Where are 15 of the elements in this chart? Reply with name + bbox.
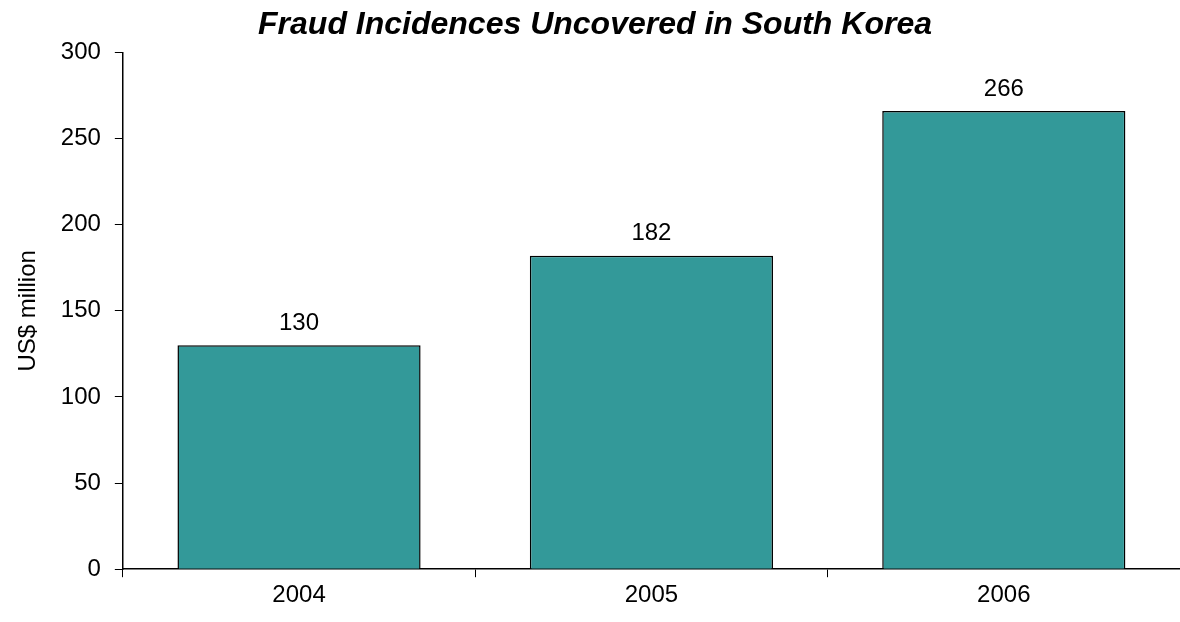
x-tick-label: 2004 — [272, 580, 326, 608]
y-tick-label: 0 — [87, 553, 101, 581]
x-tick-label: 2006 — [977, 580, 1031, 608]
y-axis-title: US$ million — [13, 250, 41, 372]
y-tick-label: 100 — [60, 381, 101, 409]
data-label: 182 — [631, 218, 672, 246]
data-label: 266 — [983, 73, 1024, 101]
y-tick-label: 150 — [60, 295, 101, 323]
chart-title: Fraud Incidences Uncovered in South Korea — [258, 5, 932, 42]
y-tick-label: 300 — [60, 37, 101, 65]
y-tick-label: 200 — [60, 209, 101, 237]
y-tick-label: 250 — [60, 123, 101, 151]
x-tick-label: 2005 — [624, 580, 679, 608]
y-tick-label: 50 — [74, 467, 101, 495]
data-label: 130 — [279, 307, 320, 335]
